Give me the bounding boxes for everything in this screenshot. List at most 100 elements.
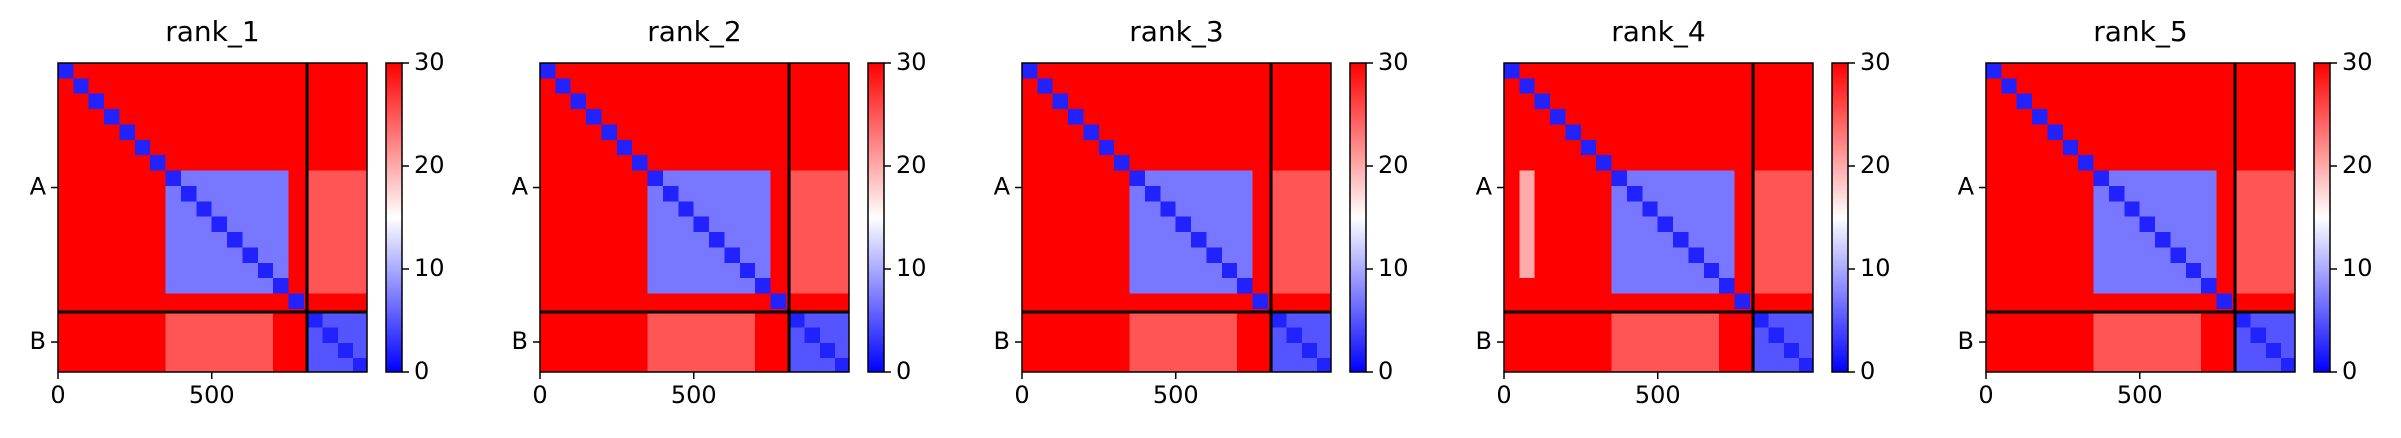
- heatmap-cell: [804, 63, 821, 79]
- heatmap-cell: [2032, 93, 2048, 110]
- heatmap-cell: [1642, 124, 1659, 141]
- heatmap-cell: [2281, 139, 2296, 156]
- heatmap-cell: [1175, 63, 1192, 79]
- heatmap-cell: [353, 139, 368, 156]
- heatmap-cell: [1719, 93, 1735, 110]
- heatmap-cell: [353, 155, 368, 172]
- heatmap-cell: [632, 247, 649, 264]
- heatmap-cell: [2250, 124, 2267, 141]
- heatmap-cell: [2078, 232, 2095, 248]
- heatmap-cell: [2155, 124, 2171, 141]
- heatmap-cell: [2016, 185, 2033, 202]
- heatmap-cell: [1160, 293, 1177, 310]
- heatmap-cell: [709, 201, 725, 218]
- heatmap-cell: [2281, 358, 2296, 373]
- heatmap-cell: [770, 278, 787, 294]
- heatmap-cell: [662, 312, 679, 328]
- heatmap-cell: [134, 124, 151, 141]
- heatmap-cell: [1114, 342, 1131, 359]
- heatmap-cell: [1534, 247, 1551, 264]
- heatmap-cell: [2201, 327, 2217, 344]
- heatmap-cell: [353, 124, 368, 141]
- heatmap-cell: [1317, 262, 1332, 279]
- heatmap-cell: [1986, 278, 2002, 294]
- heatmap-cell: [2170, 232, 2187, 248]
- heatmap-cell: [570, 293, 587, 310]
- heatmap-cell: [1271, 327, 1287, 344]
- heatmap-cell: [1098, 78, 1115, 95]
- heatmap-cell: [2108, 312, 2125, 328]
- heatmap-cell: [2047, 155, 2064, 172]
- heatmap-cell: [288, 247, 305, 264]
- heatmap-cell: [2001, 327, 2018, 344]
- heatmap-cell: [273, 139, 289, 156]
- heatmap-cell: [709, 262, 725, 279]
- heatmap-cell: [2170, 139, 2187, 156]
- heatmap-cell: [2047, 247, 2064, 264]
- heatmap-cell: [58, 109, 74, 125]
- heatmap-cell: [835, 78, 850, 95]
- heatmap-cell: [134, 63, 151, 79]
- heatmap-cell: [307, 109, 323, 125]
- heatmap-cell: [134, 170, 151, 187]
- heatmap-cell: [150, 109, 167, 125]
- heatmap-cell: [540, 216, 556, 233]
- heatmap-cell: [337, 93, 354, 110]
- heatmap-cell: [1052, 247, 1069, 264]
- heatmap-cell: [1037, 216, 1054, 233]
- heatmap-cell: [2185, 78, 2202, 95]
- heatmap-cell: [2265, 278, 2282, 294]
- heatmap-cell: [1237, 63, 1253, 79]
- heatmap-cell: [242, 262, 259, 279]
- heatmap-cell: [1221, 247, 1238, 264]
- heatmap-cell: [1129, 78, 1146, 95]
- heatmap-cell: [273, 342, 289, 359]
- heatmap-cell: [804, 358, 821, 373]
- heatmap-cell: [2139, 93, 2156, 110]
- heatmap-cell: [2139, 124, 2156, 141]
- heatmap-cell: [755, 327, 771, 344]
- heatmap-cell: [662, 185, 679, 202]
- x-tick-label: 500: [189, 381, 235, 409]
- heatmap-cell: [1037, 262, 1054, 279]
- heatmap-cell: [1719, 358, 1735, 373]
- heatmap-cell: [2170, 278, 2187, 294]
- heatmap-cell: [2139, 232, 2156, 248]
- heatmap-cell: [2170, 247, 2187, 264]
- heatmap-cell: [616, 293, 633, 310]
- heatmap-cell: [2047, 327, 2064, 344]
- heatmap-cell: [1799, 262, 1814, 279]
- heatmap-cell: [804, 247, 821, 264]
- heatmap-cell: [73, 293, 90, 310]
- heatmap-cell: [2108, 170, 2125, 187]
- heatmap-cell: [180, 201, 197, 218]
- heatmap-cell: [1191, 247, 1207, 264]
- heatmap-cell: [2155, 201, 2171, 218]
- heatmap-cell: [257, 216, 274, 233]
- heatmap-cell: [1191, 312, 1207, 328]
- heatmap-cell: [647, 232, 664, 248]
- heatmap-cell: [180, 155, 197, 172]
- heatmap-cell: [1271, 63, 1287, 79]
- heatmap-cell: [1252, 170, 1269, 187]
- heatmap-cell: [2108, 247, 2125, 264]
- heatmap-cell: [693, 327, 710, 344]
- heatmap-cell: [2155, 278, 2171, 294]
- heatmap-cell: [1191, 262, 1207, 279]
- heatmap-cell: [2047, 170, 2064, 187]
- heatmap-cell: [337, 278, 354, 294]
- heatmap-cell: [2078, 185, 2095, 202]
- heatmap-cell: [1565, 262, 1582, 279]
- heatmap-cell: [1719, 155, 1735, 172]
- heatmap-cell: [2047, 78, 2064, 95]
- heatmap-cell: [739, 278, 756, 294]
- heatmap-cell: [1703, 139, 1720, 156]
- heatmap-cell: [1317, 342, 1332, 359]
- heatmap-cell: [804, 109, 821, 125]
- heatmap-cell: [1068, 155, 1084, 172]
- heatmap-cell: [1037, 139, 1054, 156]
- heatmap-cell: [755, 124, 771, 141]
- heatmap-cell: [242, 185, 259, 202]
- heatmap-cell: [1688, 278, 1705, 294]
